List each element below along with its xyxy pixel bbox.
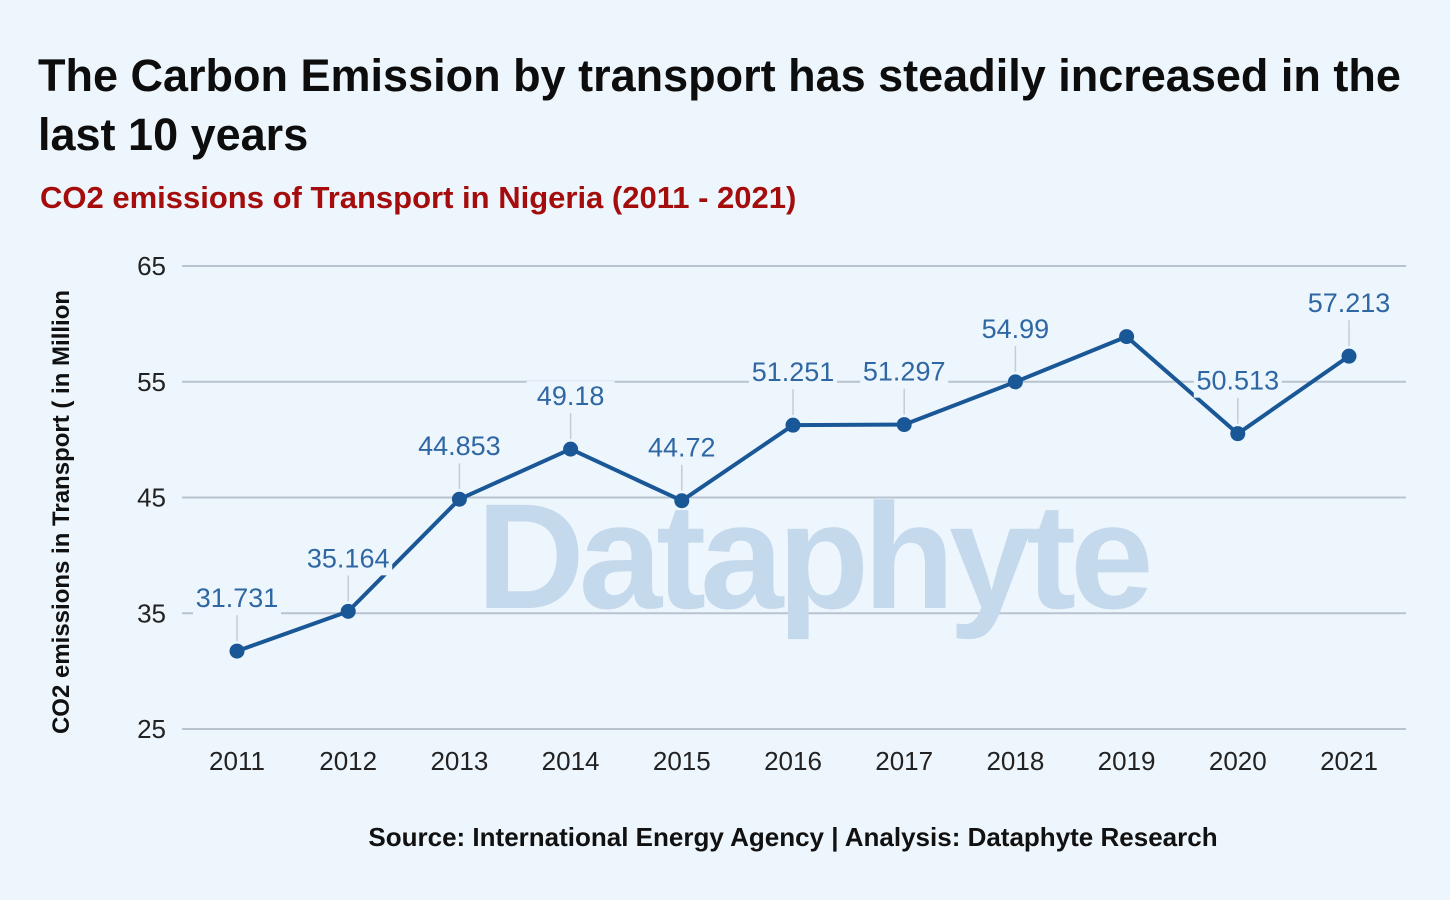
data-point (896, 417, 912, 433)
chart-subtitle: CO2 emissions of Transport in Nigeria (2… (40, 180, 797, 215)
y-tick-label: 25 (137, 714, 166, 744)
data-label-bg (637, 432, 726, 465)
data-label: 44.72 (648, 433, 716, 463)
data-label: 54.99 (982, 314, 1050, 344)
data-point (563, 441, 579, 457)
data-point (1341, 348, 1357, 364)
x-tick-label: 2016 (764, 746, 822, 776)
data-label-bg (304, 543, 393, 576)
y-tick-label: 35 (137, 598, 166, 628)
label-leaders (236, 320, 1350, 642)
data-point (1119, 329, 1135, 345)
y-tick-label: 45 (137, 483, 166, 513)
y-tick-label: 65 (137, 251, 166, 281)
x-tick-label: 2019 (1098, 746, 1156, 776)
x-axis-ticks: 2011 2012 2013 2014 2015 2016 2017 2018 2019 2020… (209, 746, 1378, 776)
data-label: 49.18 (537, 381, 605, 411)
data-label-bg (526, 381, 615, 414)
data-label-bg (971, 313, 1060, 346)
y-axis-ticks: 25 35 45 55 65 (137, 251, 166, 744)
x-tick-label: 2014 (542, 746, 600, 776)
x-tick-label: 2021 (1320, 746, 1378, 776)
data-label: 35.164 (307, 543, 390, 573)
data-label: 51.251 (752, 357, 835, 387)
x-tick-label: 2017 (875, 746, 933, 776)
data-label-bg (193, 583, 281, 616)
x-tick-label: 2012 (319, 746, 377, 776)
data-points (229, 329, 1357, 659)
y-axis-label: CO2 emissions in Transport ( in Million (48, 290, 75, 734)
data-label-bg (860, 356, 949, 389)
chart-title: The Carbon Emission by transport has ste… (38, 50, 1401, 160)
data-label: 31.731 (196, 583, 279, 613)
y-tick-label: 55 (137, 367, 166, 397)
source-note: Source: International Energy Agency | An… (368, 822, 1218, 852)
data-label-bg (415, 431, 504, 464)
data-point (674, 493, 690, 509)
x-tick-label: 2013 (430, 746, 488, 776)
x-tick-label: 2011 (209, 746, 265, 776)
data-label-bg (1305, 288, 1393, 321)
data-point (1007, 374, 1023, 390)
data-label: 57.213 (1308, 288, 1391, 318)
data-point (451, 491, 467, 507)
x-tick-label: 2018 (986, 746, 1044, 776)
data-label-bg (1193, 365, 1282, 398)
data-point (1230, 426, 1246, 442)
data-label-bg (749, 357, 837, 390)
data-point (340, 603, 356, 619)
data-label: 50.513 (1197, 366, 1280, 396)
data-labels: 31.731 35.164 44.853 49.18 44.72 51.251 51.297… (193, 288, 1393, 616)
data-label: 51.297 (863, 357, 946, 387)
data-point (785, 417, 801, 433)
watermark-logo: Dataphyte (476, 472, 1149, 640)
x-tick-label: 2015 (653, 746, 711, 776)
data-label: 44.853 (418, 431, 501, 461)
data-point (229, 643, 245, 659)
x-tick-label: 2020 (1209, 746, 1267, 776)
